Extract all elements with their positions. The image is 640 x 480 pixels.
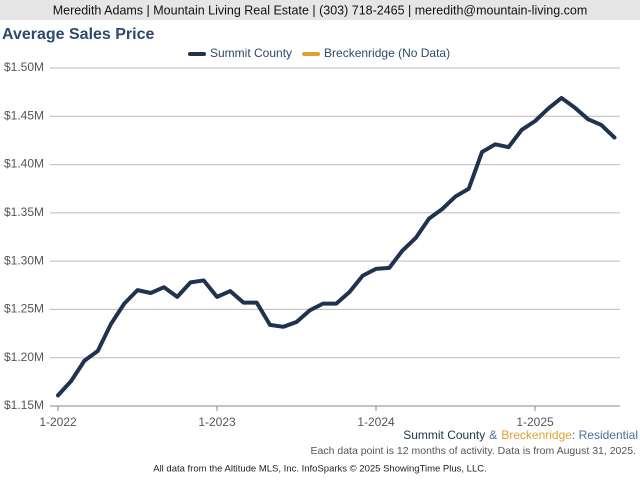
y-tick-label: $1.20M bbox=[4, 350, 44, 364]
y-tick-label: $1.15M bbox=[4, 398, 44, 412]
footer-part: : Residential bbox=[572, 428, 638, 442]
footer-note: Each data point is 12 months of activity… bbox=[311, 445, 637, 457]
chart-title: Average Sales Price bbox=[2, 26, 155, 43]
y-tick-label: $1.35M bbox=[4, 205, 44, 219]
x-tick-label: 1-2024 bbox=[357, 415, 395, 429]
footer-region: Summit County & Breckenridge: Residential bbox=[403, 428, 638, 442]
header-bar bbox=[0, 0, 640, 20]
y-tick-label: $1.40M bbox=[4, 157, 44, 171]
y-tick-label: $1.50M bbox=[4, 60, 44, 74]
footer-part: Breckenridge bbox=[501, 428, 572, 442]
y-tick-label: $1.25M bbox=[4, 302, 44, 316]
footer-part: Summit County bbox=[403, 428, 485, 442]
x-tick-label: 1-2022 bbox=[39, 415, 77, 429]
y-tick-label: $1.30M bbox=[4, 253, 44, 267]
legend-label: Breckenridge (No Data) bbox=[324, 46, 450, 60]
series-line bbox=[56, 95, 617, 398]
legend: Summit County Breckenridge (No Data) bbox=[188, 46, 450, 60]
x-tick-label: 1-2025 bbox=[516, 415, 554, 429]
x-tick-label: 1-2023 bbox=[198, 415, 236, 429]
y-tick-label: $1.45M bbox=[4, 108, 44, 122]
footer-source: All data from the Altitude MLS, Inc. Inf… bbox=[153, 464, 487, 475]
footer-part: & bbox=[489, 428, 497, 442]
header-text: Meredith Adams | Mountain Living Real Es… bbox=[53, 3, 588, 17]
legend-label: Summit County bbox=[210, 46, 292, 60]
